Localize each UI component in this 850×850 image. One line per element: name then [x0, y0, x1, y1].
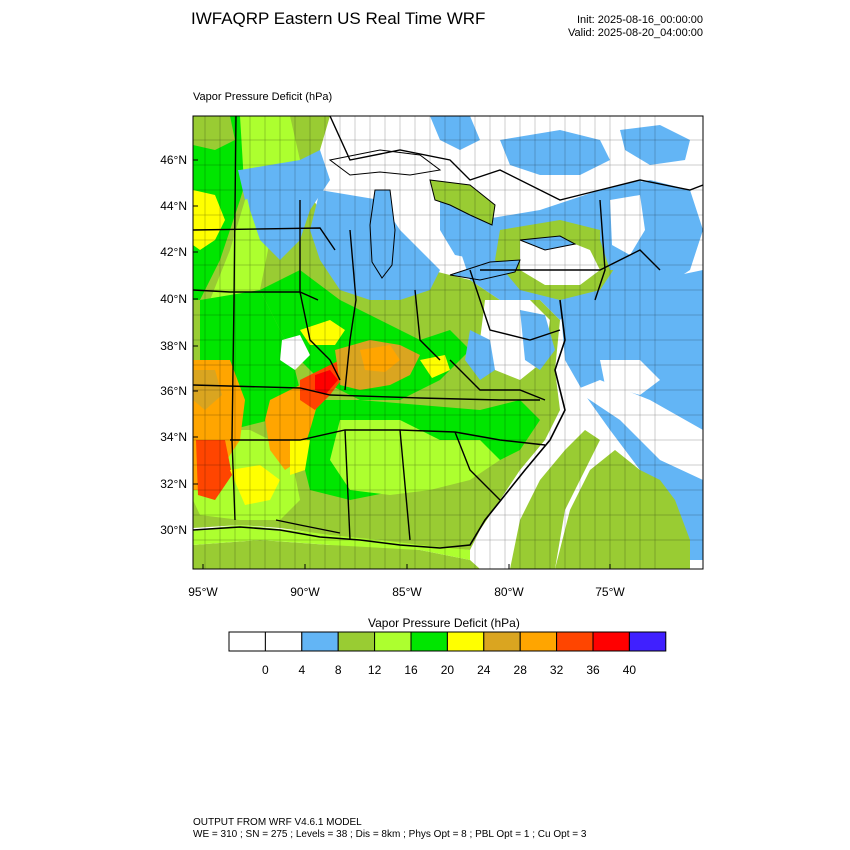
colorbar-title: Vapor Pressure Deficit (hPa) [368, 616, 520, 630]
colorbar-tick-label: 20 [441, 663, 455, 677]
latitude-axis: 46°N 44°N 42°N 40°N 38°N 36°N 34°N 32°N 30°N [160, 153, 198, 537]
colorbar-tick-label: 36 [586, 663, 600, 677]
colorbar-swatch [483, 631, 521, 652]
colorbar: 0 4 8 12 16 20 24 28 32 36 40 [228, 631, 667, 677]
political-boundaries [193, 116, 703, 569]
lon-label: 75°W [595, 585, 625, 599]
colorbar-tick-label: 8 [335, 663, 342, 677]
init-time: Init: 2025-08-16_00:00:00 [577, 14, 703, 26]
vpd-field [193, 116, 703, 569]
colorbar-tick-label: 40 [623, 663, 637, 677]
colorbar-tick-label: 12 [368, 663, 382, 677]
colorbar-tick-label: 16 [404, 663, 418, 677]
colorbar-swatch [628, 631, 667, 652]
lat-label: 42°N [160, 245, 187, 259]
colorbar-tick-label: 0 [262, 663, 269, 677]
lat-label: 32°N [160, 477, 187, 491]
lat-label: 30°N [160, 523, 187, 537]
colorbar-tick-label: 28 [514, 663, 528, 677]
colorbar-swatch [228, 631, 266, 652]
colorbar-swatch [374, 631, 412, 652]
longitude-axis: 95°W 90°W 85°W 80°W 75°W [188, 564, 625, 599]
colorbar-swatch [337, 631, 376, 652]
model-info-line1: OUTPUT FROM WRF V4.6.1 MODEL [193, 817, 362, 828]
lat-label: 44°N [160, 199, 187, 213]
lon-label: 80°W [494, 585, 524, 599]
colorbar-tick-label: 24 [477, 663, 491, 677]
colorbar-tick-label: 32 [550, 663, 564, 677]
chart-title: IWFAQRP Eastern US Real Time WRF [191, 9, 486, 28]
valid-time: Valid: 2025-08-20_04:00:00 [568, 27, 703, 39]
colorbar-swatch [519, 631, 558, 652]
colorbar-swatch [556, 631, 594, 652]
lat-label: 34°N [160, 430, 187, 444]
map-field-label: Vapor Pressure Deficit (hPa) [193, 91, 333, 103]
lat-label: 46°N [160, 153, 187, 167]
lon-label: 95°W [188, 585, 218, 599]
colorbar-swatch [264, 631, 303, 652]
colorbar-swatch [301, 631, 339, 652]
lon-label: 90°W [290, 585, 320, 599]
colorbar-swatch [446, 631, 485, 652]
lon-label: 85°W [392, 585, 422, 599]
colorbar-swatch [592, 631, 630, 652]
colorbar-swatch [410, 631, 448, 652]
lat-label: 36°N [160, 384, 187, 398]
lat-label: 40°N [160, 292, 187, 306]
lat-label: 38°N [160, 339, 187, 353]
model-info-line2: WE = 310 ; SN = 275 ; Levels = 38 ; Dis … [193, 829, 587, 840]
map-frame [192, 115, 704, 570]
colorbar-tick-label: 4 [298, 663, 305, 677]
